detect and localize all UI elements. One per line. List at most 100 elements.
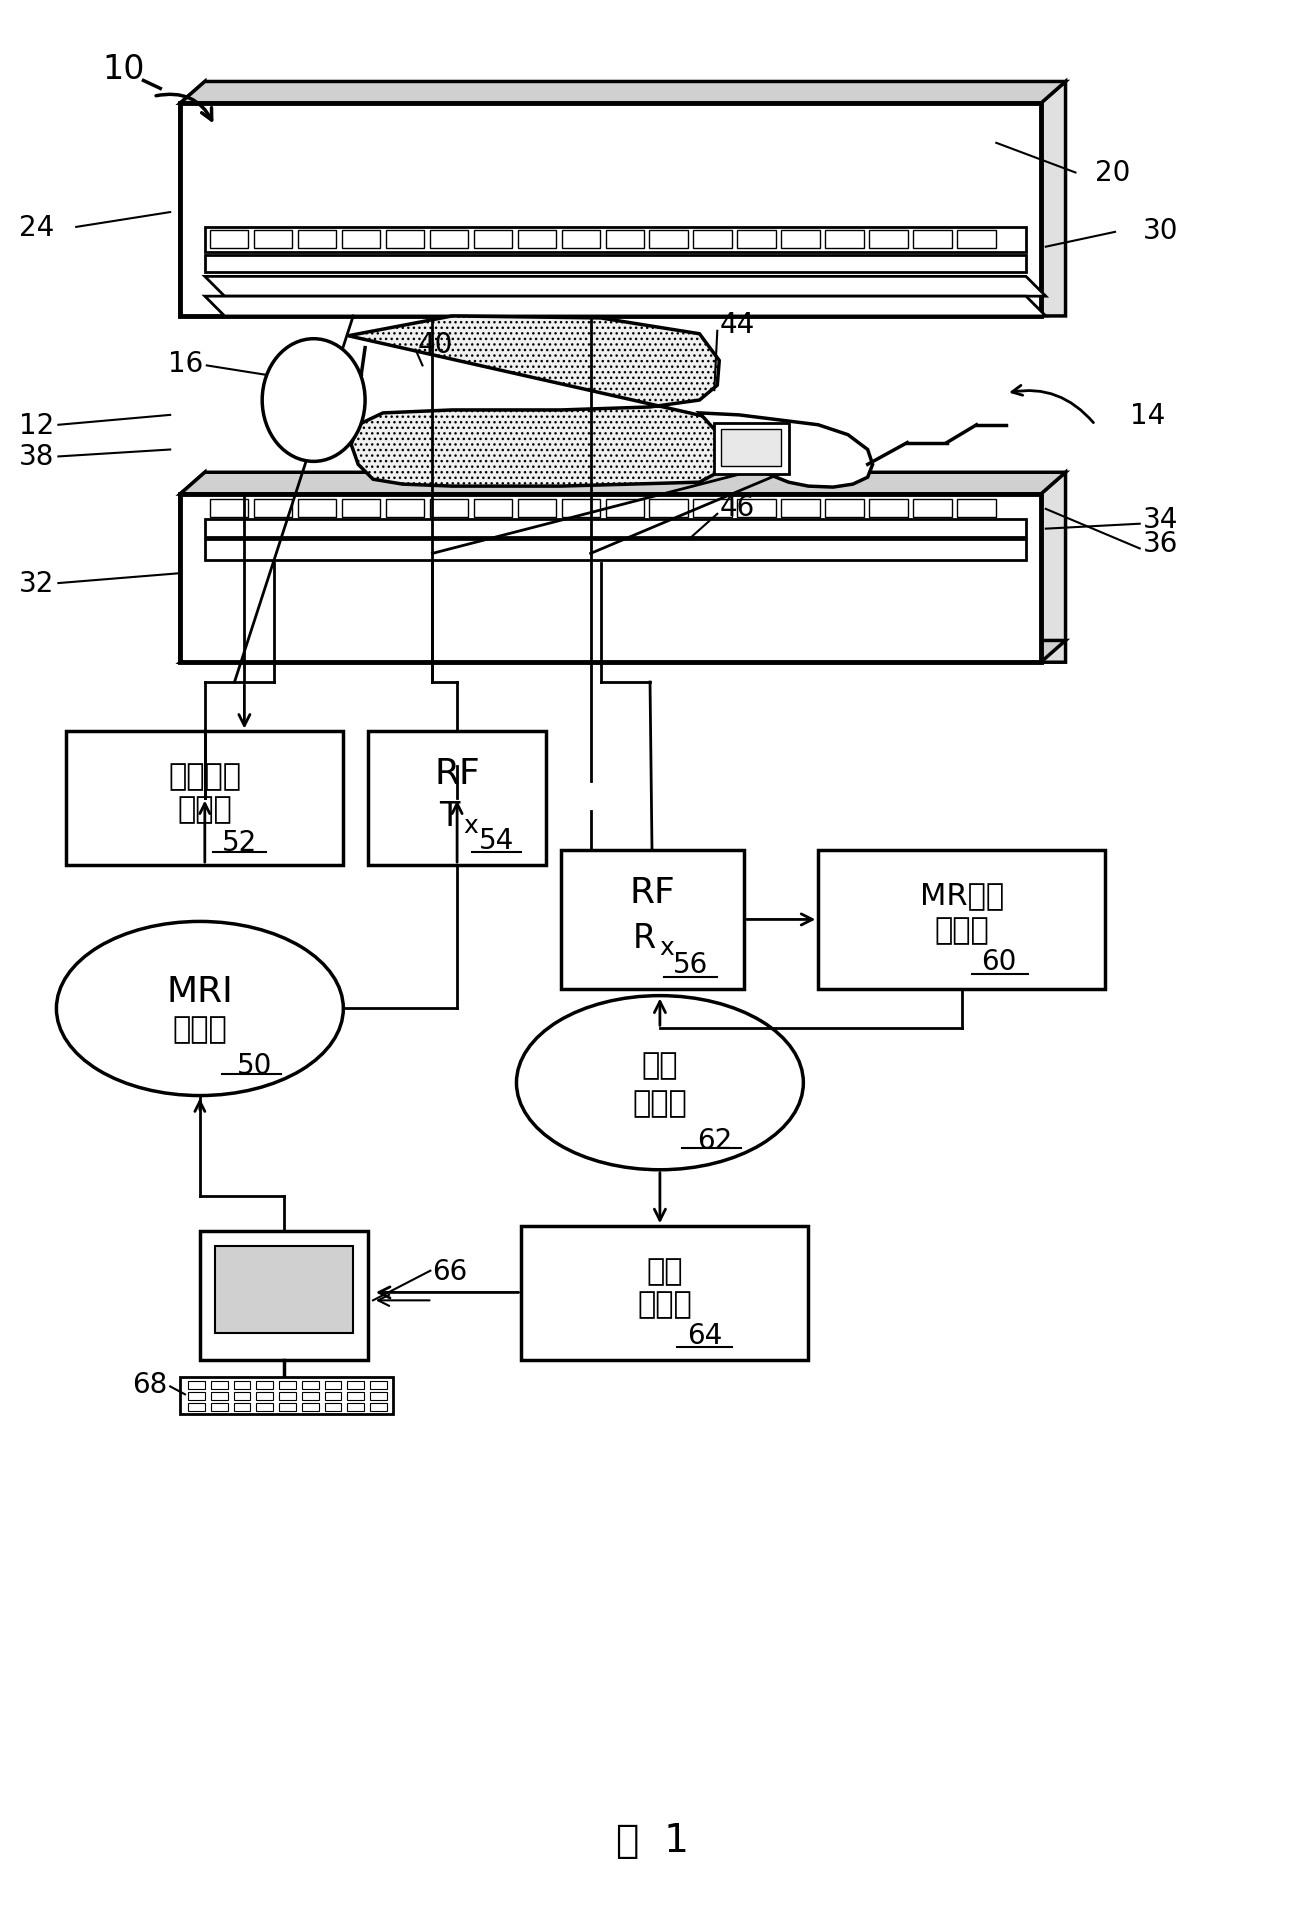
Text: 60: 60 xyxy=(982,948,1017,975)
Text: 控制器: 控制器 xyxy=(172,1013,227,1044)
Bar xyxy=(67,733,343,865)
Text: 重建: 重建 xyxy=(642,1050,678,1081)
Bar xyxy=(211,1383,228,1390)
Bar xyxy=(913,500,952,517)
Bar xyxy=(870,500,908,517)
Bar xyxy=(370,1392,387,1400)
Polygon shape xyxy=(180,83,205,317)
Bar xyxy=(205,113,1026,223)
Bar xyxy=(301,1392,318,1400)
Text: 30: 30 xyxy=(1142,217,1179,244)
Polygon shape xyxy=(180,640,1065,663)
Polygon shape xyxy=(699,413,872,488)
Bar xyxy=(818,850,1104,988)
Bar xyxy=(301,1404,318,1411)
Text: RF: RF xyxy=(630,875,675,910)
Bar xyxy=(347,1392,364,1400)
Polygon shape xyxy=(1041,83,1065,317)
Bar xyxy=(368,733,546,865)
Bar xyxy=(211,1404,228,1411)
Bar xyxy=(254,500,292,517)
Bar xyxy=(325,1383,342,1390)
Text: 16: 16 xyxy=(168,350,203,379)
Polygon shape xyxy=(1041,473,1065,663)
Text: R: R xyxy=(632,921,656,954)
Text: 存储器: 存储器 xyxy=(638,1288,692,1317)
Bar xyxy=(279,1392,296,1400)
Bar xyxy=(781,231,820,248)
Text: 44: 44 xyxy=(720,312,755,338)
Bar xyxy=(211,1392,228,1400)
Polygon shape xyxy=(205,296,1046,317)
Text: x: x xyxy=(659,937,674,960)
Bar xyxy=(180,104,1041,317)
Bar xyxy=(210,231,249,248)
Bar xyxy=(188,1404,205,1411)
Text: 34: 34 xyxy=(1142,506,1178,533)
Text: 52: 52 xyxy=(222,829,257,858)
Bar xyxy=(342,500,381,517)
Text: 32: 32 xyxy=(20,569,55,598)
Bar xyxy=(518,231,557,248)
Bar xyxy=(370,1383,387,1390)
Bar xyxy=(297,231,336,248)
Bar xyxy=(522,1227,808,1360)
Text: 20: 20 xyxy=(1095,160,1131,187)
Bar xyxy=(386,231,424,248)
Bar xyxy=(205,227,1026,252)
Polygon shape xyxy=(180,83,1065,104)
Text: 磁场梯度: 磁场梯度 xyxy=(168,762,241,790)
Bar xyxy=(429,231,468,248)
Bar xyxy=(254,231,292,248)
Bar xyxy=(473,231,512,248)
Text: 存储器: 存储器 xyxy=(934,915,988,944)
Text: 68: 68 xyxy=(132,1371,167,1398)
Bar xyxy=(279,1404,296,1411)
Bar xyxy=(325,1404,342,1411)
Text: 处理器: 处理器 xyxy=(632,1088,687,1117)
Bar xyxy=(233,1383,250,1390)
Bar xyxy=(605,500,644,517)
Polygon shape xyxy=(180,473,1065,494)
Bar xyxy=(721,429,781,467)
Text: 图像: 图像 xyxy=(647,1256,683,1285)
Bar xyxy=(257,1383,273,1390)
Ellipse shape xyxy=(516,996,803,1169)
Bar xyxy=(562,231,600,248)
Ellipse shape xyxy=(56,921,343,1096)
Bar xyxy=(386,500,424,517)
Bar xyxy=(200,1231,368,1360)
Text: 66: 66 xyxy=(433,1258,468,1285)
Text: 14: 14 xyxy=(1129,402,1164,429)
Bar xyxy=(233,1392,250,1400)
Text: 10: 10 xyxy=(103,54,145,87)
Bar xyxy=(205,256,1026,273)
Bar xyxy=(279,1383,296,1390)
Text: 64: 64 xyxy=(687,1321,722,1350)
Bar xyxy=(215,1246,353,1333)
Bar xyxy=(781,500,820,517)
Bar xyxy=(429,500,468,517)
Polygon shape xyxy=(205,277,1046,296)
Bar xyxy=(180,494,1041,663)
Bar xyxy=(825,231,865,248)
Bar xyxy=(301,1383,318,1390)
Bar xyxy=(649,500,689,517)
Text: x: x xyxy=(464,813,479,838)
Bar xyxy=(205,519,1026,537)
Bar xyxy=(205,585,1026,658)
Text: 46: 46 xyxy=(720,494,755,521)
Bar xyxy=(473,500,512,517)
Bar xyxy=(957,500,996,517)
Polygon shape xyxy=(348,317,739,487)
Text: 38: 38 xyxy=(20,442,55,471)
Text: 54: 54 xyxy=(479,827,514,856)
Bar xyxy=(257,1404,273,1411)
Text: 50: 50 xyxy=(236,1052,273,1079)
Text: 12: 12 xyxy=(20,412,55,440)
Ellipse shape xyxy=(262,340,365,462)
Bar xyxy=(257,1392,273,1400)
Bar xyxy=(188,1392,205,1400)
Text: RF: RF xyxy=(434,756,480,790)
Text: 40: 40 xyxy=(417,331,452,358)
